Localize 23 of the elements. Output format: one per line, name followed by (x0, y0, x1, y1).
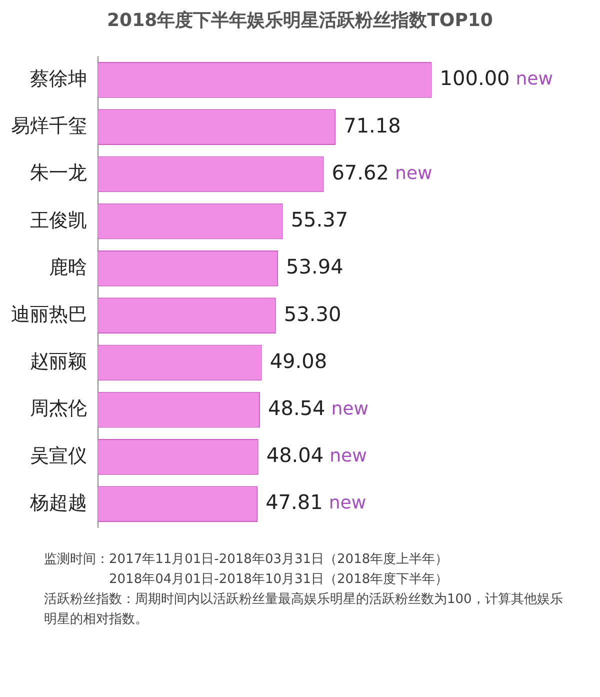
text: 活跃粉丝指数：周期时间内以活跃粉丝量最高娱乐明星的活跃粉丝数为100，计算其他娱乐明星的相对指数。 (44, 591, 564, 629)
chart-title: 2018年度下半年娱乐明星活跃粉丝指数TOP10 (106, 9, 494, 32)
y-tick-label: 杨超越 (29, 492, 87, 514)
y-tick-label: 朱一龙 (30, 162, 87, 184)
data-label: 100.00 new (440, 66, 553, 90)
data-label: 53.30 (284, 302, 342, 326)
y-tick-label: 迪丽热巴 (11, 303, 87, 326)
data-label: 48.54 new (268, 396, 368, 420)
y-tick-label: 吴宣仪 (30, 444, 87, 467)
text: 监测时间：2017年11月01日-2018年03月31日（2018年度上半年） 2018年04月01日-2018年10月31日（2018年度下半年） (44, 551, 450, 589)
data-label: 48.04 new (266, 443, 367, 468)
data-label: 55.37 (290, 208, 348, 232)
y-tick-label: 周杰伦 (30, 398, 87, 420)
data-label: 71.18 (344, 113, 401, 138)
y-tick-label: 易烊千玺 (11, 115, 87, 138)
y-tick-label: 蔡徐坤 (30, 68, 87, 90)
y-tick-label: 赵丽颖 (30, 350, 87, 373)
data-label: 67.62 new (332, 160, 432, 184)
data-label: 53.94 (286, 254, 344, 279)
data-label: 47.81 new (266, 490, 366, 514)
y-tick-label: 王俊凯 (30, 209, 87, 232)
y-tick-label: 鹿晗 (49, 256, 87, 278)
data-label: 49.08 (270, 348, 328, 373)
